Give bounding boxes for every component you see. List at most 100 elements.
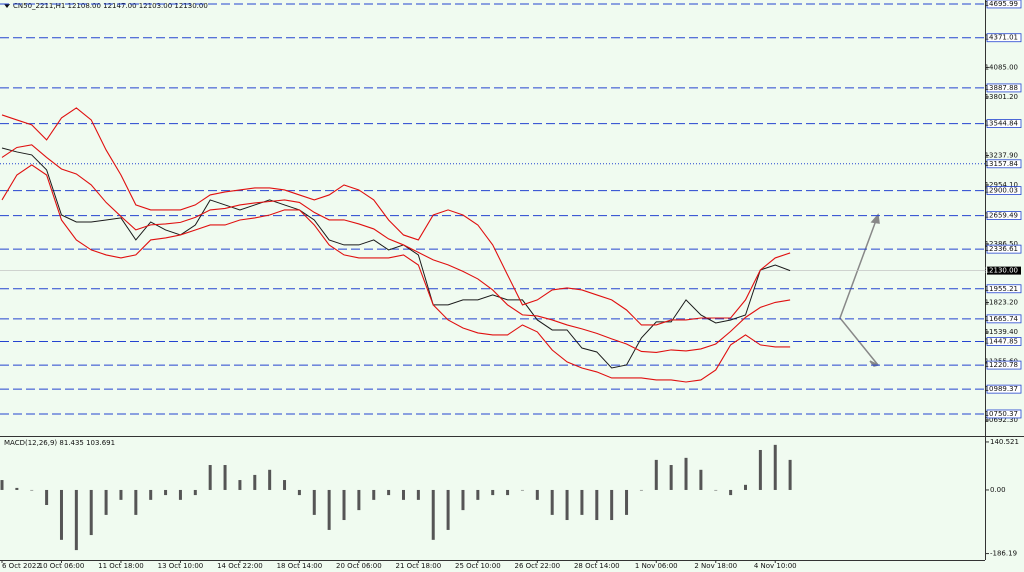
macd-bar xyxy=(149,489,153,500)
macd-bar xyxy=(729,489,733,496)
level-label-box xyxy=(986,409,1022,419)
macd-bar xyxy=(610,489,614,521)
x-tick-label: 10 Oct 06:00 xyxy=(39,562,85,570)
x-tick-label: 25 Oct 10:00 xyxy=(455,562,501,570)
macd-bar xyxy=(357,489,361,511)
macd-bar xyxy=(253,474,257,490)
macd-bar xyxy=(164,489,168,496)
symbol-header: CN50_2211,H1 12108.00 12147.00 12103.00 … xyxy=(13,2,208,10)
macd-bar xyxy=(283,480,287,490)
x-tick-label: 4 Nov 10:00 xyxy=(754,562,797,570)
level-label-box xyxy=(986,159,1022,169)
macd-bar xyxy=(416,489,420,500)
level-label-box xyxy=(986,314,1022,324)
level-label-box xyxy=(986,83,1022,93)
level-label: 11220.78 xyxy=(985,361,1018,369)
macd-bar xyxy=(684,457,688,490)
y-tick-label: 12386.50 xyxy=(985,240,1018,248)
macd-bar xyxy=(104,489,108,515)
macd-bar xyxy=(238,480,242,490)
macd-bar xyxy=(773,444,777,490)
macd-bar xyxy=(669,465,673,490)
level-label: 14371.01 xyxy=(985,34,1018,42)
macd-y-tick-label: -186.19 xyxy=(990,550,1017,558)
level-label: 13887.88 xyxy=(985,84,1018,92)
bollinger-band xyxy=(1,107,791,326)
level-label: 11955.21 xyxy=(985,285,1018,293)
macd-bar xyxy=(342,489,346,521)
macd-bar xyxy=(45,489,49,505)
current-price-box xyxy=(987,266,1021,275)
x-tick-label: 20 Oct 06:00 xyxy=(336,562,382,570)
level-label: 11447.85 xyxy=(985,337,1018,345)
macd-bar xyxy=(401,489,405,500)
macd-bar xyxy=(639,489,643,491)
macd-bar xyxy=(268,469,272,490)
macd-bar xyxy=(89,489,93,536)
level-label: 10750.37 xyxy=(985,410,1018,418)
y-tick-label: 13237.90 xyxy=(985,151,1018,159)
x-tick-label: 2 Nov 18:00 xyxy=(694,562,737,570)
y-tick-label: 13801.20 xyxy=(985,93,1018,101)
level-label: 12659.49 xyxy=(985,212,1018,220)
macd-bar xyxy=(0,480,4,490)
macd-bar xyxy=(461,489,465,511)
macd-bar xyxy=(550,489,554,515)
x-tick-label: 1 Nov 06:00 xyxy=(635,562,678,570)
macd-bar xyxy=(297,489,301,496)
macd-bar xyxy=(312,489,316,515)
macd-bar xyxy=(193,489,197,496)
macd-bar xyxy=(654,459,658,490)
x-tick-label: 13 Oct 10:00 xyxy=(158,562,204,570)
level-label: 12900.03 xyxy=(985,187,1018,195)
level-label-box xyxy=(986,244,1022,254)
macd-bar xyxy=(59,489,63,540)
macd-y-tick-label: 0.00 xyxy=(990,486,1006,494)
level-label: 13157.84 xyxy=(985,160,1019,168)
macd-bar xyxy=(178,489,182,500)
macd-bar xyxy=(506,489,510,496)
macd-bar xyxy=(431,489,435,540)
bollinger-band xyxy=(1,144,791,353)
level-label-box xyxy=(986,384,1022,394)
level-label: 14695.99 xyxy=(985,0,1018,8)
macd-bar xyxy=(74,489,78,551)
macd-bar xyxy=(134,489,138,515)
bollinger-band xyxy=(1,164,791,383)
current-price-label: 12130.00 xyxy=(985,267,1018,275)
macd-bar xyxy=(595,489,599,521)
level-label-box xyxy=(986,33,1022,43)
level-label-box xyxy=(986,211,1022,220)
x-tick-label: 14 Oct 22:00 xyxy=(217,562,263,570)
macd-bar xyxy=(625,489,629,515)
macd-bar xyxy=(699,469,703,490)
macd-bar xyxy=(223,465,227,490)
macd-bar xyxy=(15,487,19,490)
macd-bar xyxy=(758,449,762,490)
macd-bar xyxy=(446,489,450,530)
level-label: 11665.74 xyxy=(985,315,1019,323)
macd-bar xyxy=(372,489,376,500)
x-tick-label: 21 Oct 18:00 xyxy=(396,562,442,570)
menu-triangle[interactable] xyxy=(4,4,10,8)
macd-bar xyxy=(119,489,123,500)
macd-bar xyxy=(476,489,480,500)
y-tick-label: 10692.30 xyxy=(985,416,1018,424)
level-label: 10989.37 xyxy=(985,385,1018,393)
level-label-box xyxy=(986,186,1022,195)
macd-bar xyxy=(535,489,539,500)
macd-bar xyxy=(714,489,718,491)
macd-bar xyxy=(788,459,792,490)
x-tick-label: 6 Oct 2022 xyxy=(2,562,41,570)
level-label-box xyxy=(986,360,1022,370)
level-label: 12336.61 xyxy=(985,245,1018,253)
macd-bar xyxy=(565,489,569,521)
x-tick-label: 18 Oct 14:00 xyxy=(277,562,323,570)
level-label-box xyxy=(986,284,1022,294)
macd-header: MACD(12,26,9) 81.435 103.691 xyxy=(4,439,115,447)
macd-bar xyxy=(580,489,584,515)
y-tick-label: 12954.10 xyxy=(985,181,1018,189)
